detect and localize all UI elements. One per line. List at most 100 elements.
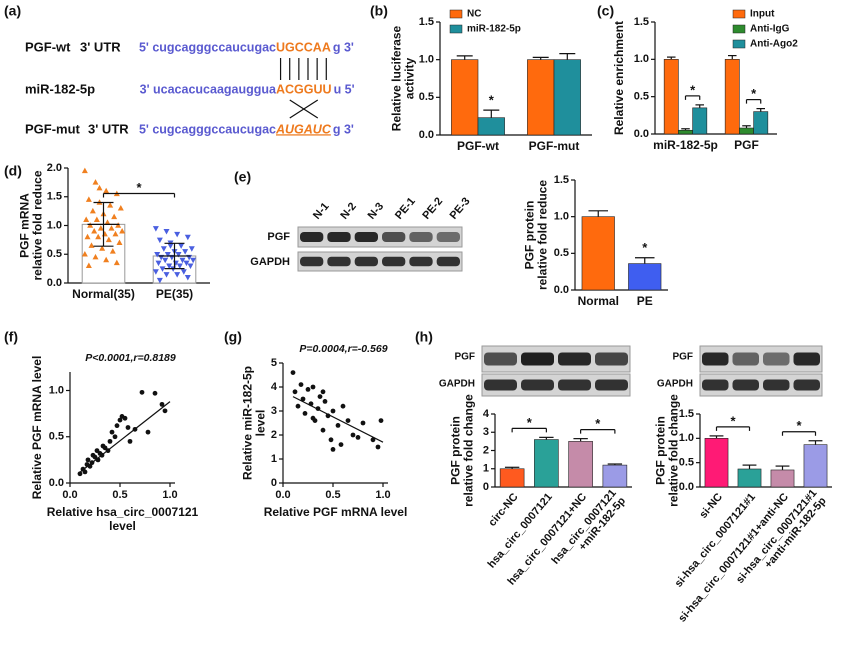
lane-label: N-3 — [366, 200, 387, 221]
data-point — [176, 263, 183, 269]
y-tick-label: 2 — [483, 444, 489, 456]
significance-label: * — [690, 82, 696, 97]
data-point — [92, 179, 99, 185]
blot-band — [382, 256, 406, 267]
sequence-region: 3' UTR — [88, 121, 129, 136]
y-tick-label: 0.0 — [634, 128, 649, 140]
significance-label: * — [489, 93, 495, 108]
y-tick-label: 0.5 — [419, 91, 434, 103]
y-tick-label: 0 — [483, 481, 489, 493]
bar — [704, 438, 729, 488]
scatter-point — [350, 432, 356, 438]
data-point — [115, 222, 122, 228]
sequence-prefix: 3' ucacacucaagauggua — [140, 82, 277, 96]
data-point — [163, 229, 170, 235]
sequence-prefix: 5' cugcagggccaucugac — [139, 122, 276, 136]
data-point — [155, 260, 162, 267]
y-tick-label: 0.5 — [634, 91, 649, 103]
band-label: GAPDH — [250, 256, 290, 268]
y-tick-label: 1.0 — [47, 219, 62, 231]
bar — [568, 441, 593, 488]
bar — [692, 107, 708, 135]
y-tick-label: 1.0 — [49, 384, 64, 396]
blot-band — [354, 232, 378, 242]
significance-label: * — [527, 415, 533, 430]
y-tick-label: 1.5 — [419, 16, 434, 28]
sequence-site: UGCCAA — [276, 40, 331, 54]
data-point — [87, 222, 94, 228]
sequence-name: PGF-wt — [25, 39, 71, 54]
y-tick-label: 1.5 — [554, 174, 569, 186]
x-tick-label: PGF — [734, 138, 759, 152]
data-point — [184, 275, 191, 281]
x-tick-label: 0.5 — [112, 489, 127, 501]
scatter-point — [152, 390, 158, 396]
bar — [739, 127, 754, 135]
blot-band — [409, 232, 433, 242]
scatter-point — [328, 437, 334, 443]
y-tick-label: 1.0 — [554, 211, 569, 223]
data-point — [174, 231, 181, 238]
legend-swatch — [732, 24, 746, 34]
y-tick-label: 0 — [271, 477, 277, 489]
x-tick-label: PGF-wt — [457, 139, 499, 153]
x-tick-label: hsa_circ_0007121 — [486, 491, 555, 570]
y-tick-label: 4 — [271, 381, 278, 393]
blot-band — [702, 379, 729, 391]
x-axis-label: Relative PGF mRNA level — [264, 505, 408, 519]
bar — [553, 59, 581, 136]
data-point — [152, 226, 159, 232]
significance-label: * — [751, 86, 757, 101]
blot-band — [354, 256, 378, 267]
x-tick-label: PGF-mut — [529, 139, 580, 153]
significance-label: * — [595, 416, 601, 431]
legend-swatch — [449, 9, 463, 19]
y-tick-label: 0.5 — [679, 457, 694, 469]
scatter-point — [370, 437, 376, 443]
legend-label: Input — [750, 9, 775, 20]
data-point — [152, 269, 159, 275]
data-point — [164, 252, 171, 258]
fit-line — [292, 396, 384, 443]
data-point — [183, 260, 190, 267]
data-point — [190, 257, 197, 264]
sequence-suffix: g 3' — [333, 122, 354, 136]
data-point — [99, 245, 106, 251]
scatter-point — [338, 442, 344, 447]
data-point — [104, 219, 111, 225]
data-point — [179, 257, 186, 264]
bar — [477, 117, 505, 136]
y-axis-label: PGF proteinrelative fold change — [654, 394, 681, 507]
data-point — [166, 263, 173, 269]
blot-band — [327, 256, 351, 267]
data-point — [81, 251, 88, 257]
blot-band — [327, 232, 351, 242]
bar — [724, 59, 740, 135]
scatter-point — [159, 401, 165, 407]
y-tick-label: 0.0 — [554, 284, 569, 296]
blot-band — [732, 352, 759, 366]
fit-line — [77, 401, 171, 475]
data-point — [180, 269, 187, 275]
blot-band — [595, 379, 628, 391]
data-point — [163, 272, 170, 278]
scatter-point — [302, 411, 308, 416]
data-point — [92, 253, 99, 260]
y-tick-label: 2 — [271, 429, 277, 441]
y-tick-label: 3 — [271, 405, 277, 417]
data-point — [105, 236, 112, 243]
data-point — [159, 266, 166, 272]
y-axis-label: Relative miR-182-5plevel — [241, 366, 268, 480]
blot-band — [702, 352, 729, 366]
data-point — [175, 252, 182, 258]
data-point — [84, 233, 91, 240]
y-tick-label: 2.0 — [47, 162, 62, 174]
data-point — [187, 263, 194, 269]
data-point — [167, 243, 174, 249]
scatter-point — [85, 457, 91, 463]
y-tick-label: 0.0 — [47, 277, 62, 289]
data-point — [103, 187, 110, 194]
data-point — [156, 237, 163, 244]
y-tick-label: 0.0 — [679, 481, 694, 493]
scatter-point — [360, 420, 366, 426]
